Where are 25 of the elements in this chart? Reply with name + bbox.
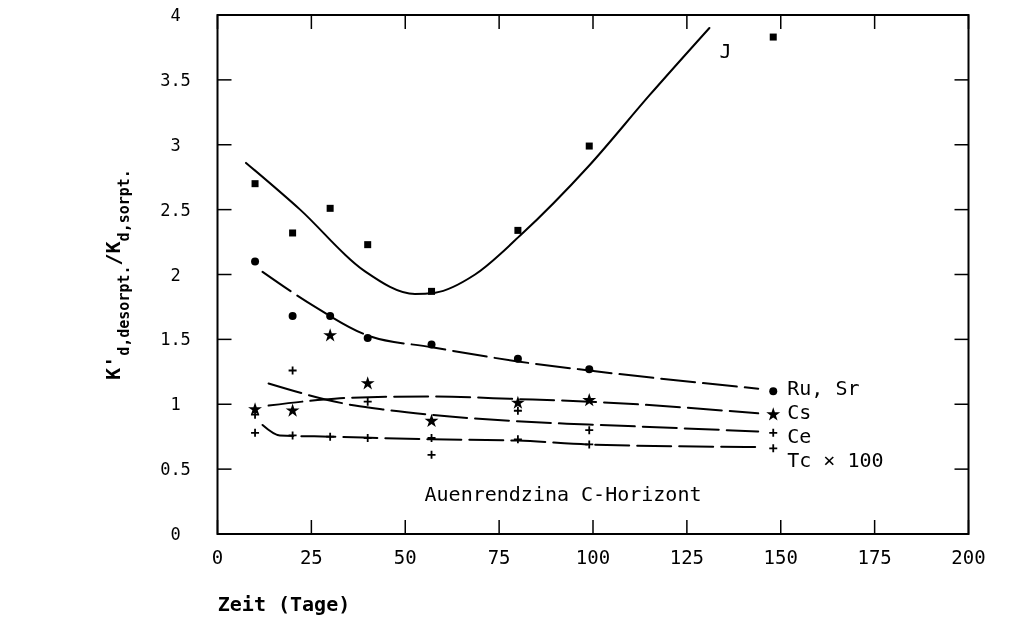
y-tick-label: 0.5 bbox=[160, 459, 191, 480]
x-tick-label: 0 bbox=[211, 546, 224, 568]
y-tick-label: 2 bbox=[170, 264, 181, 285]
series-label: J bbox=[719, 38, 732, 63]
y-tick-label: 0 bbox=[170, 524, 181, 544]
x-tick-label: 75 bbox=[487, 546, 511, 568]
x-tick-label: 100 bbox=[575, 546, 611, 568]
x-tick-label: 200 bbox=[951, 546, 986, 568]
series-label: Cs bbox=[787, 400, 812, 425]
series-label: Tc × 100 bbox=[787, 448, 884, 473]
series-label: Ru, Sr bbox=[787, 375, 860, 400]
y-tick-label: 3.5 bbox=[160, 69, 191, 90]
annotation: Auenrendzina C-Horizont bbox=[424, 482, 702, 506]
y-tick-label: 3 bbox=[170, 134, 181, 155]
y-tick-label: 1 bbox=[170, 394, 181, 415]
x-tick-label: 175 bbox=[857, 546, 892, 568]
x-tick-label: 50 bbox=[393, 546, 417, 568]
y-tick-label: 2.5 bbox=[160, 199, 191, 220]
series-label: Ce bbox=[787, 424, 812, 449]
x-tick-label: 125 bbox=[669, 546, 705, 568]
x-axis-title: Zeit (Tage) bbox=[217, 592, 351, 616]
x-tick-label: 25 bbox=[299, 546, 323, 568]
x-tick-label: 150 bbox=[763, 546, 798, 568]
y-tick-label: 1.5 bbox=[160, 329, 191, 350]
y-tick-label: 4 bbox=[170, 5, 181, 25]
